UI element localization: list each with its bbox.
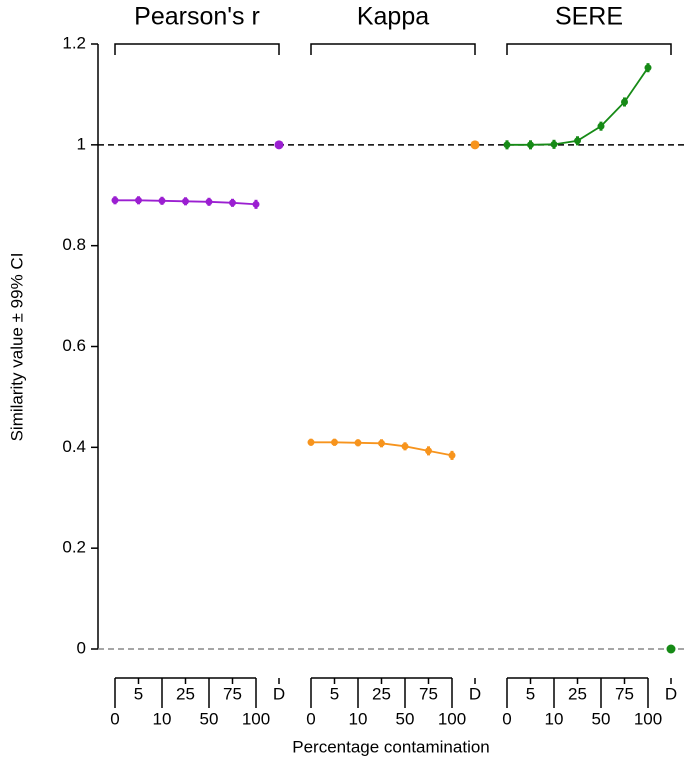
series-line bbox=[507, 67, 649, 146]
y-tick-label: 0.4 bbox=[62, 437, 86, 456]
point bbox=[205, 198, 213, 206]
group-title: Kappa bbox=[357, 3, 429, 31]
point bbox=[229, 199, 236, 207]
d-point bbox=[470, 140, 480, 150]
x-axis-label: Percentage contamination bbox=[292, 737, 490, 756]
point bbox=[354, 439, 362, 447]
group-bracket bbox=[506, 43, 672, 55]
point bbox=[550, 140, 558, 148]
y-tick-label: 1.2 bbox=[62, 33, 86, 52]
point bbox=[378, 439, 385, 447]
point bbox=[111, 196, 119, 204]
y-tick-label: 1 bbox=[77, 134, 86, 153]
point bbox=[182, 197, 189, 205]
point bbox=[158, 197, 166, 205]
x-tick-label: 75 bbox=[615, 684, 634, 703]
x-tick-label: 0 bbox=[110, 709, 119, 728]
y-tick-label: 0.8 bbox=[62, 235, 86, 254]
point bbox=[135, 196, 142, 204]
d-point bbox=[666, 644, 676, 654]
point bbox=[574, 137, 581, 145]
d-point bbox=[274, 140, 284, 150]
point bbox=[307, 438, 315, 446]
x-tick-label: D bbox=[665, 684, 677, 703]
point bbox=[252, 200, 260, 208]
point bbox=[331, 438, 338, 446]
x-tick-label: 0 bbox=[502, 709, 511, 728]
x-tick-label: 10 bbox=[545, 709, 564, 728]
x-tick-label: 100 bbox=[438, 709, 466, 728]
point bbox=[401, 442, 409, 450]
x-tick-label: 50 bbox=[396, 709, 415, 728]
x-tick-label: D bbox=[273, 684, 285, 703]
x-tick-label: 25 bbox=[568, 684, 587, 703]
x-tick-label: 5 bbox=[134, 684, 143, 703]
y-axis-label: Similarity value ± 99% CI bbox=[7, 253, 26, 442]
point bbox=[425, 447, 432, 455]
x-tick-label: D bbox=[469, 684, 481, 703]
point bbox=[621, 98, 628, 106]
x-tick-label: 75 bbox=[223, 684, 242, 703]
x-tick-label: 10 bbox=[153, 709, 172, 728]
point bbox=[448, 451, 456, 459]
x-tick-label: 100 bbox=[242, 709, 270, 728]
point bbox=[527, 141, 534, 149]
group-title: Pearson's r bbox=[134, 3, 260, 31]
y-tick-label: 0.6 bbox=[62, 336, 86, 355]
x-tick-label: 5 bbox=[526, 684, 535, 703]
group-title: SERE bbox=[555, 3, 623, 31]
y-tick-label: 0.2 bbox=[62, 538, 86, 557]
x-tick-label: 0 bbox=[306, 709, 315, 728]
group-bracket bbox=[114, 43, 280, 55]
x-tick-label: 100 bbox=[634, 709, 662, 728]
point bbox=[597, 122, 605, 130]
point bbox=[503, 141, 511, 149]
x-tick-label: 25 bbox=[372, 684, 391, 703]
x-tick-label: 5 bbox=[330, 684, 339, 703]
x-tick-label: 25 bbox=[176, 684, 195, 703]
point bbox=[644, 64, 652, 72]
x-tick-label: 10 bbox=[349, 709, 368, 728]
group-bracket bbox=[310, 43, 476, 55]
x-tick-label: 50 bbox=[200, 709, 219, 728]
x-tick-label: 75 bbox=[419, 684, 438, 703]
x-tick-label: 50 bbox=[592, 709, 611, 728]
y-tick-label: 0 bbox=[77, 638, 86, 657]
